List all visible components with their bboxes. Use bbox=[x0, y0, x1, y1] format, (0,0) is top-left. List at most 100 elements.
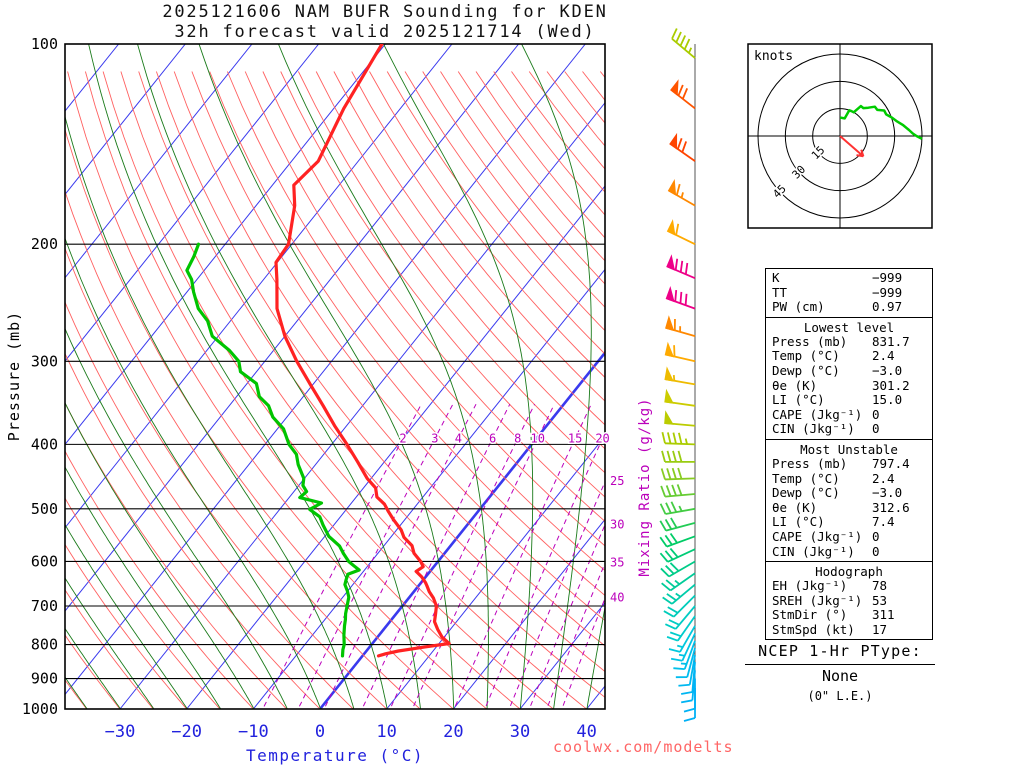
dry-adiabat-line bbox=[65, 352, 321, 709]
wind-barb bbox=[659, 517, 696, 532]
mixing-ratio-line bbox=[528, 523, 605, 709]
pressure-tick-label: 100 bbox=[31, 35, 58, 53]
dry-adiabat-line bbox=[404, 71, 605, 332]
mixing-ratio-line bbox=[389, 403, 536, 709]
isotherm-line bbox=[119, 101, 605, 709]
moist-adiabat-line bbox=[383, 44, 534, 709]
wind-barb bbox=[675, 647, 696, 679]
dry-adiabat-line bbox=[120, 71, 588, 709]
moist-adiabat-line bbox=[65, 401, 255, 709]
stat-value: −3.0 bbox=[872, 362, 903, 378]
stat-label: Press (mb) bbox=[772, 455, 848, 471]
stat-label: TT bbox=[772, 284, 788, 300]
dry-adiabat-line bbox=[65, 127, 455, 709]
dry-adiabat-line bbox=[65, 543, 188, 709]
isotherm-line bbox=[65, 44, 453, 529]
stat-value: 311 bbox=[872, 607, 895, 623]
moist-adiabat-line bbox=[65, 114, 355, 709]
isotherm-line bbox=[318, 350, 605, 709]
stat-label: CAPE (Jkg⁻¹) bbox=[772, 406, 863, 422]
wind-barb bbox=[661, 432, 696, 446]
stat-row: CIN (Jkg⁻¹) 0 bbox=[766, 422, 932, 437]
dry-adiabat-line bbox=[65, 247, 388, 709]
stat-value: 312.6 bbox=[872, 499, 910, 515]
moist-adiabat-line bbox=[521, 44, 592, 709]
stat-row: CAPE (Jkg⁻¹) 0 bbox=[766, 528, 932, 545]
dewpoint-curve bbox=[185, 242, 361, 658]
stat-value: 7.4 bbox=[872, 514, 895, 530]
dry-adiabat-line bbox=[599, 71, 605, 79]
dry-adiabat-line bbox=[138, 71, 605, 698]
stat-row: StmSpd (kt) 17 bbox=[766, 621, 932, 638]
dry-adiabat-line bbox=[65, 589, 154, 709]
pressure-tick-label: 200 bbox=[31, 235, 58, 253]
dry-adiabat-line bbox=[65, 497, 221, 709]
mixing-ratio-value-label: 35 bbox=[610, 555, 624, 569]
stat-row: CIN (Jkg⁻¹) 0 bbox=[766, 543, 932, 560]
stat-label: Dewp (°C) bbox=[772, 485, 840, 501]
mixing-ratio-value-label: 6 bbox=[489, 432, 496, 446]
stat-label: Dewp (°C) bbox=[772, 362, 840, 378]
wind-barb bbox=[661, 450, 695, 463]
stat-row: Temp (°C) 2.4 bbox=[766, 471, 932, 487]
ptype-divider bbox=[745, 664, 935, 665]
wind-barb bbox=[659, 533, 696, 548]
dry-adiabat-line bbox=[333, 71, 605, 426]
temperature-tick-label: 0 bbox=[315, 722, 325, 742]
stat-value: 53 bbox=[872, 592, 888, 608]
mixing-ratio-line bbox=[484, 431, 605, 709]
watermark-link[interactable]: coolwx.com/modelts bbox=[553, 738, 734, 756]
stat-row: Dewp (°C) −3.0 bbox=[766, 486, 932, 501]
dry-adiabat-line bbox=[65, 301, 354, 709]
stats-separator bbox=[766, 438, 932, 440]
moist-adiabat-line bbox=[65, 577, 155, 709]
mixing-ratio-line bbox=[297, 403, 454, 709]
moist-adiabat-line bbox=[65, 327, 288, 709]
stat-value: 0 bbox=[872, 528, 880, 544]
chart-frame bbox=[64, 43, 606, 710]
dry-adiabat-line bbox=[84, 71, 521, 709]
wind-barb bbox=[663, 594, 696, 618]
isotherm-line bbox=[65, 44, 186, 196]
wind-barb bbox=[678, 655, 696, 687]
pressure-tick-label: 700 bbox=[31, 597, 58, 615]
dry-adiabat-line bbox=[67, 71, 488, 709]
stat-row: θe (K) 312.6 bbox=[766, 499, 932, 516]
stat-label: θe (K) bbox=[772, 377, 818, 393]
ptype-block: NCEP 1-Hr PType: None (0" L.E.) bbox=[745, 642, 935, 703]
moist-adiabat-line bbox=[65, 627, 122, 709]
dry-adiabat-line bbox=[297, 71, 605, 474]
wind-barb bbox=[668, 625, 696, 653]
moist-adiabat-line bbox=[198, 44, 455, 709]
stat-row: SREH (Jkg⁻¹) 53 bbox=[766, 592, 932, 609]
hodograph-units-label: knots bbox=[754, 49, 793, 64]
hodograph-ring bbox=[784, 80, 896, 192]
storm-motion-arrowhead bbox=[856, 149, 865, 158]
mixing-ratio-line bbox=[546, 561, 605, 709]
temperature-tick-label: 30 bbox=[510, 722, 530, 742]
dry-adiabat-line bbox=[315, 71, 605, 450]
wind-barb bbox=[660, 467, 696, 481]
stat-row: Dewp (°C) −3.0 bbox=[766, 362, 932, 379]
dry-adiabat-line bbox=[671, 72, 745, 723]
stat-value: 17 bbox=[872, 621, 888, 637]
stat-value: −3.0 bbox=[872, 485, 903, 501]
dry-adiabat-line bbox=[440, 71, 605, 285]
wind-barb bbox=[671, 28, 696, 59]
pressure-tick-label: 900 bbox=[31, 670, 58, 688]
stat-label: StmSpd (kt) bbox=[772, 621, 855, 637]
dry-adiabat-line bbox=[369, 71, 605, 379]
mixing-ratio-line bbox=[453, 403, 592, 709]
stat-row: LI (°C) 7.4 bbox=[766, 515, 932, 530]
mixing-ratio-line bbox=[508, 480, 605, 709]
mixing-ratio-value-label: 40 bbox=[610, 591, 624, 605]
mixing-ratio-line bbox=[411, 403, 555, 709]
isotherm-line bbox=[186, 185, 605, 709]
stats-section-title: Hodograph bbox=[815, 564, 883, 580]
ptype-note: (0" L.E.) bbox=[807, 689, 873, 703]
wind-barb bbox=[670, 633, 696, 662]
stat-label: CIN (Jkg⁻¹) bbox=[772, 543, 855, 559]
dry-adiabat-line bbox=[191, 71, 605, 622]
mixing-ratio-value-label: 3 bbox=[431, 432, 438, 446]
